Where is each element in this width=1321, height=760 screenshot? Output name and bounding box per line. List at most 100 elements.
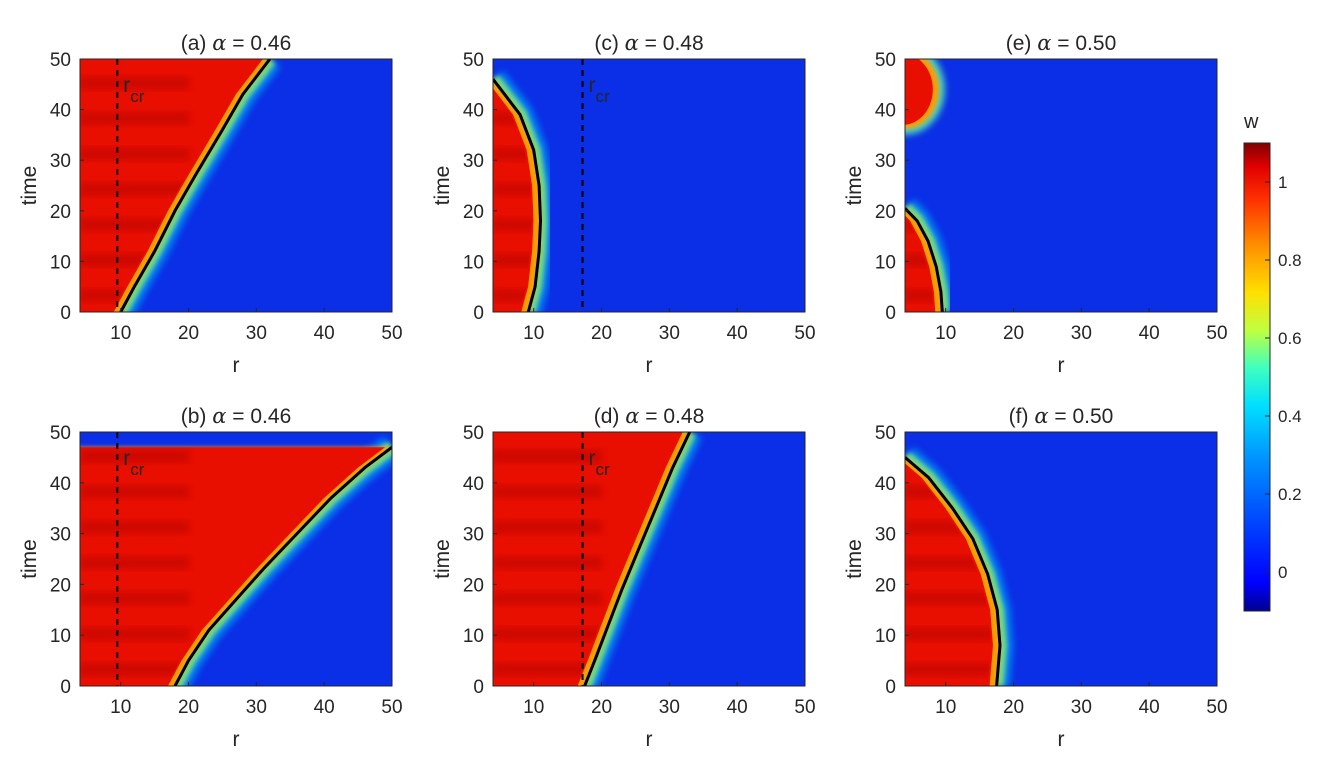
y-tick-label: 40: [875, 474, 896, 495]
y-tick-label: 0: [473, 303, 484, 324]
y-tick-label: 10: [875, 252, 896, 273]
rcr-label: rcr: [589, 447, 611, 479]
x-tick-label: 20: [1003, 697, 1024, 718]
panel-title-prefix: (b): [181, 405, 213, 428]
x-tick-label: 50: [1206, 697, 1227, 718]
y-tick-label: 10: [463, 626, 484, 647]
y-tick-label: 0: [60, 303, 71, 324]
x-axis-label: r: [1058, 354, 1065, 377]
y-tick-label: 40: [875, 101, 896, 122]
y-tick-label: 30: [875, 151, 896, 172]
blob-red: [905, 59, 933, 125]
x-tick-label: 30: [246, 697, 267, 718]
y-axis-label: time: [18, 166, 41, 206]
y-tick-label: 40: [463, 474, 484, 495]
y-tick-label: 50: [50, 423, 71, 444]
heatmap-band: [80, 449, 190, 463]
x-axis-label: r: [646, 728, 653, 751]
panel-title-suffix: = 0.48: [639, 32, 704, 55]
x-tick-label: 10: [935, 323, 956, 344]
x-tick-label: 20: [591, 323, 612, 344]
panel-title: (e) α = 0.50: [1006, 31, 1117, 55]
panel-title-symbol: α: [212, 31, 226, 55]
y-axis-label: time: [431, 539, 454, 579]
y-axis-label: time: [18, 539, 41, 579]
panel-title-prefix: (e): [1006, 32, 1038, 55]
heatmap-band: [493, 218, 532, 232]
y-tick-label: 20: [875, 202, 896, 223]
y-tick-label: 10: [875, 626, 896, 647]
x-tick-label: 40: [314, 323, 335, 344]
heatmap-band: [493, 253, 532, 267]
colorbar-tick-label: 0.8: [1278, 251, 1302, 270]
heatmap-band: [493, 627, 603, 641]
y-tick-label: 50: [875, 423, 896, 444]
rcr-label-main: r: [123, 447, 130, 470]
colorbar-tick-label: 0.6: [1278, 329, 1302, 348]
heatmap-band: [80, 556, 190, 570]
heatmap-band: [905, 592, 991, 605]
colorbar-tick-label: 0: [1278, 563, 1287, 582]
x-tick-label: 50: [794, 323, 815, 344]
panel-title-suffix: = 0.46: [226, 405, 291, 428]
heatmap-band: [80, 592, 190, 605]
front-curve: [583, 432, 692, 686]
x-tick-label: 40: [314, 697, 335, 718]
x-tick-label: 50: [381, 323, 402, 344]
heatmap-field: [905, 59, 1217, 312]
front-curve: [905, 456, 1002, 686]
panel-title-symbol: α: [1034, 404, 1048, 428]
y-axis-label: time: [843, 166, 866, 206]
panel-title-symbol: α: [1037, 31, 1051, 55]
x-tick-label: 30: [246, 323, 267, 344]
y-axis-label: time: [431, 166, 454, 206]
heatmap-field: [905, 432, 1217, 686]
heatmap-band: [80, 76, 190, 90]
heatmap-band: [905, 556, 991, 570]
colorbar-tick-label: 0.2: [1278, 485, 1302, 504]
heatmap-band: [80, 112, 190, 125]
heatmap-field: [493, 59, 805, 312]
x-axis-label: r: [646, 354, 653, 377]
y-tick-label: 50: [875, 50, 896, 71]
x-tick-label: 40: [1139, 697, 1160, 718]
y-tick-label: 0: [885, 677, 896, 698]
x-tick-label: 30: [1071, 697, 1092, 718]
colorbar-label: w: [1243, 111, 1259, 133]
front-curve: [173, 446, 392, 686]
panel-title-suffix: = 0.46: [226, 32, 291, 55]
x-tick-label: 20: [178, 323, 199, 344]
x-axis-label: r: [233, 354, 240, 377]
axes-frame: [904, 431, 1218, 687]
heatmap-band: [493, 182, 532, 196]
panel-title-symbol: α: [212, 404, 226, 428]
x-tick-label: 10: [935, 697, 956, 718]
heatmap-band: [80, 627, 190, 641]
heatmap-band: [493, 449, 603, 463]
y-tick-label: 20: [463, 575, 484, 596]
y-tick-label: 50: [463, 50, 484, 71]
axes-frame: [79, 58, 393, 313]
panel-title: (f) α = 0.50: [1009, 404, 1114, 428]
y-tick-label: 0: [473, 677, 484, 698]
heatmap-band: [493, 556, 603, 570]
rcr-label: rcr: [123, 447, 145, 479]
y-tick-label: 10: [50, 626, 71, 647]
panel-title-prefix: (d): [594, 405, 626, 428]
rcr-label-sub: cr: [130, 87, 145, 106]
x-axis-label: r: [1058, 728, 1065, 751]
x-tick-label: 40: [727, 323, 748, 344]
x-tick-label: 40: [727, 697, 748, 718]
x-tick-label: 10: [523, 323, 544, 344]
colorbar-gradient: [1243, 142, 1271, 612]
heatmap-band: [493, 289, 532, 302]
x-tick-label: 30: [659, 697, 680, 718]
x-tick-label: 50: [1206, 323, 1227, 344]
colorbar-tick-label: 1: [1278, 173, 1287, 192]
front-curve: [905, 207, 944, 312]
